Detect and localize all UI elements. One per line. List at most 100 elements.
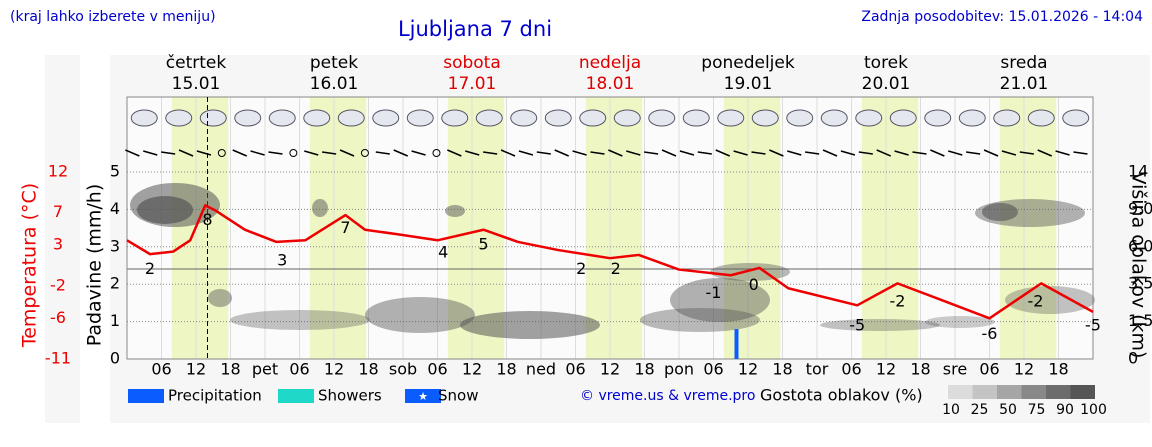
temp-label: -1 (706, 283, 722, 302)
wind-barb (661, 149, 677, 157)
x-tick-label: 18 (1048, 360, 1068, 379)
cloud-scale-label: 100 (1080, 402, 1107, 418)
wind-barb (787, 150, 802, 156)
wind-barb (948, 150, 963, 156)
temp-label: 7 (340, 218, 350, 237)
temp-tick-label: 7 (53, 202, 63, 221)
day-name: četrtek (166, 53, 227, 73)
temp-label: 5 (478, 234, 488, 253)
wind-barb (769, 149, 784, 157)
weather-icon (717, 109, 745, 127)
wind-barb (1001, 150, 1017, 156)
wind-barb (930, 149, 945, 157)
wind-barb (1037, 149, 1052, 157)
wind-barb (143, 150, 158, 156)
weather-icon (199, 109, 227, 127)
temp-label: 2 (611, 259, 621, 278)
wind-barb (733, 150, 748, 156)
wind-barb (572, 150, 587, 156)
wind-calm (432, 149, 441, 157)
x-tick-label: 06 (565, 360, 585, 379)
temp-label: -6 (982, 324, 998, 343)
wind-barb (196, 150, 212, 156)
weather-icon (303, 109, 331, 127)
credit: © vreme.us & vreme.pro (580, 388, 755, 404)
wind-barb (554, 149, 569, 157)
wind-calm (289, 149, 298, 157)
wind-barb (178, 149, 194, 157)
temp-label: 2 (576, 259, 586, 278)
y-tick-label: 4 (110, 199, 120, 218)
day-date: 20.01 (862, 74, 911, 94)
temp-tick-label: -6 (50, 308, 66, 327)
x-tick-label: 12 (462, 360, 482, 379)
wind-barb (966, 151, 981, 155)
x-tick-label: 12 (600, 360, 620, 379)
weather-icon (130, 109, 158, 127)
weather-icon (820, 109, 848, 127)
weather-icon (337, 109, 365, 127)
y-tick-label: 2 (110, 274, 120, 293)
updated: Zadnja posodobitev: 15.01.2026 - 14:04 (861, 9, 1143, 25)
cloud-scale-box (1046, 385, 1071, 399)
y2-tick-label: 14 (1128, 162, 1148, 181)
day-date: 17.01 (448, 74, 497, 94)
plot-frame (126, 96, 1094, 360)
wind-barb (232, 149, 247, 157)
x-tick-label: 06 (427, 360, 447, 379)
wind-barb (1073, 151, 1088, 155)
weather-icon (441, 109, 469, 127)
wind-barb (822, 149, 838, 157)
daylight-band (999, 97, 1057, 359)
day-date: 15.01 (172, 74, 221, 94)
x-tick-label: ned (526, 360, 556, 379)
x-tick-label: 06 (841, 360, 861, 379)
temp-tick-label: 3 (53, 235, 63, 254)
x-tick-label: 18 (772, 360, 792, 379)
x-tick-label: 06 (703, 360, 723, 379)
weather-icon (889, 109, 917, 127)
x-tick-label: 12 (324, 360, 344, 379)
temp-label: -2 (1028, 291, 1044, 310)
y-tick-label: 5 (110, 162, 120, 181)
wind-barb (697, 151, 712, 155)
wind-barb (393, 149, 408, 157)
wind-barb (161, 151, 176, 155)
side-panel (45, 55, 80, 423)
wind-barb (679, 150, 695, 156)
wind-barb (304, 150, 319, 156)
weather-icon (613, 109, 641, 127)
wind-barb (894, 150, 909, 156)
temp-label: 4 (438, 243, 448, 262)
precip-bar (734, 329, 739, 359)
y2-tick-label: 6.0 (1128, 236, 1152, 255)
legend-swatch (128, 389, 164, 403)
y2-tick-label: 3.5 (1128, 274, 1152, 293)
temp-label: 3 (277, 251, 287, 270)
wind-barb (983, 149, 999, 157)
wind-barb (518, 150, 534, 156)
wind-barb (465, 150, 480, 156)
x-tick-label: pon (664, 360, 694, 379)
x-tick-label: 18 (220, 360, 240, 379)
weather-icon (1027, 109, 1055, 127)
legend-swatch (278, 389, 314, 403)
temp-label: -2 (890, 291, 906, 310)
weather-icon (993, 109, 1021, 127)
y2-axis-title: Višina oblakov (km) (1128, 172, 1150, 359)
weather-icon (406, 109, 434, 127)
wind-barb (644, 151, 659, 155)
wind-barb (447, 149, 462, 157)
x-tick-label: tor (806, 360, 829, 379)
weather-icon (855, 109, 883, 127)
day-name: torek (864, 53, 908, 73)
legend-label: Snow (438, 387, 478, 405)
daylight-band (861, 97, 919, 359)
weather-icon (682, 109, 710, 127)
temp-label: 0 (749, 275, 759, 294)
day-name: petek (310, 53, 358, 73)
weather-icon (648, 109, 676, 127)
wind-barb (1019, 151, 1034, 155)
day-date: 18.01 (586, 74, 635, 94)
x-tick-label: 18 (358, 360, 378, 379)
